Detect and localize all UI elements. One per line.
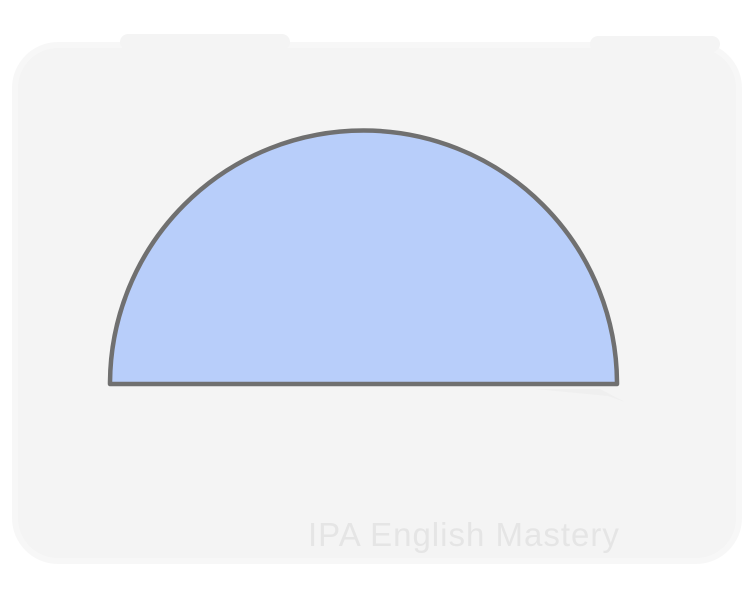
background-brush-stroke <box>120 34 290 50</box>
background-brush-stroke <box>590 36 720 52</box>
watermark-text: IPA English Mastery <box>308 516 620 553</box>
semicircle-shape <box>107 128 620 387</box>
brush-smudge <box>535 389 625 402</box>
